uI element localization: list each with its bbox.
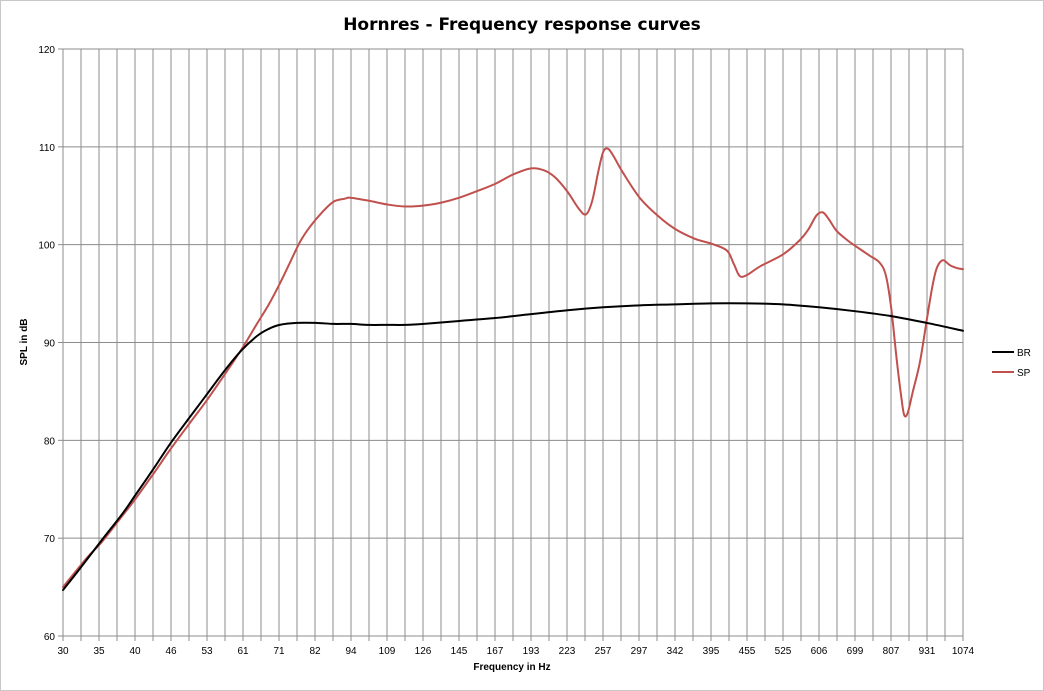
chart-title: Hornres - Frequency response curves bbox=[343, 15, 701, 35]
x-tick-label: 94 bbox=[345, 646, 357, 657]
legend-label-br: BR bbox=[1017, 348, 1031, 359]
legend-label-sp: SP bbox=[1017, 368, 1031, 379]
x-tick-label: 455 bbox=[739, 646, 756, 657]
y-tick-label: 70 bbox=[44, 534, 56, 545]
x-tick-label: 193 bbox=[523, 646, 540, 657]
x-tick-label: 395 bbox=[703, 646, 720, 657]
x-tick-label: 126 bbox=[415, 646, 432, 657]
grid bbox=[62, 48, 964, 637]
x-tick-label: 699 bbox=[847, 646, 864, 657]
x-tick-label: 525 bbox=[775, 646, 792, 657]
x-tick-label: 1074 bbox=[952, 646, 975, 657]
x-tick-label: 606 bbox=[811, 646, 828, 657]
y-tick-labels: 60 70 80 90 100 110 120 bbox=[38, 45, 55, 643]
legend: BR SP bbox=[992, 348, 1031, 379]
x-tick-label: 35 bbox=[93, 646, 105, 657]
y-tick-label: 110 bbox=[39, 143, 55, 154]
x-tick-label: 40 bbox=[129, 646, 141, 657]
x-tick-label: 223 bbox=[559, 646, 576, 657]
x-tick-label: 167 bbox=[487, 646, 504, 657]
x-tick-label: 257 bbox=[595, 646, 612, 657]
x-tick-label: 82 bbox=[309, 646, 321, 657]
x-tick-label: 109 bbox=[379, 646, 396, 657]
x-tick-label: 342 bbox=[667, 646, 684, 657]
y-axis-label: SPL in dB bbox=[19, 318, 30, 365]
x-tick-label: 807 bbox=[883, 646, 900, 657]
y-tick-label: 90 bbox=[44, 339, 56, 350]
x-tick-label: 931 bbox=[919, 646, 936, 657]
y-tick-label: 120 bbox=[38, 45, 55, 56]
series-group bbox=[62, 147, 964, 592]
x-axis-label: Frequency in Hz bbox=[473, 662, 550, 673]
x-tick-label: 297 bbox=[631, 646, 648, 657]
x-tick-label: 61 bbox=[237, 646, 249, 657]
x-tick-labels: 30 35 40 46 53 61 71 82 94 109 126 145 167 193 223 257 2… bbox=[57, 646, 974, 657]
x-tick-label: 30 bbox=[57, 646, 69, 657]
x-tick-label: 53 bbox=[201, 646, 213, 657]
series-line-br bbox=[62, 302, 964, 592]
x-tick-label: 71 bbox=[273, 646, 285, 657]
x-tick-label: 145 bbox=[451, 646, 468, 657]
y-tick-label: 100 bbox=[38, 241, 55, 252]
series-line-sp bbox=[62, 147, 964, 589]
axes bbox=[58, 48, 964, 641]
y-tick-label: 60 bbox=[44, 632, 56, 643]
y-tick-label: 80 bbox=[44, 436, 56, 447]
x-tick-label: 46 bbox=[165, 646, 177, 657]
